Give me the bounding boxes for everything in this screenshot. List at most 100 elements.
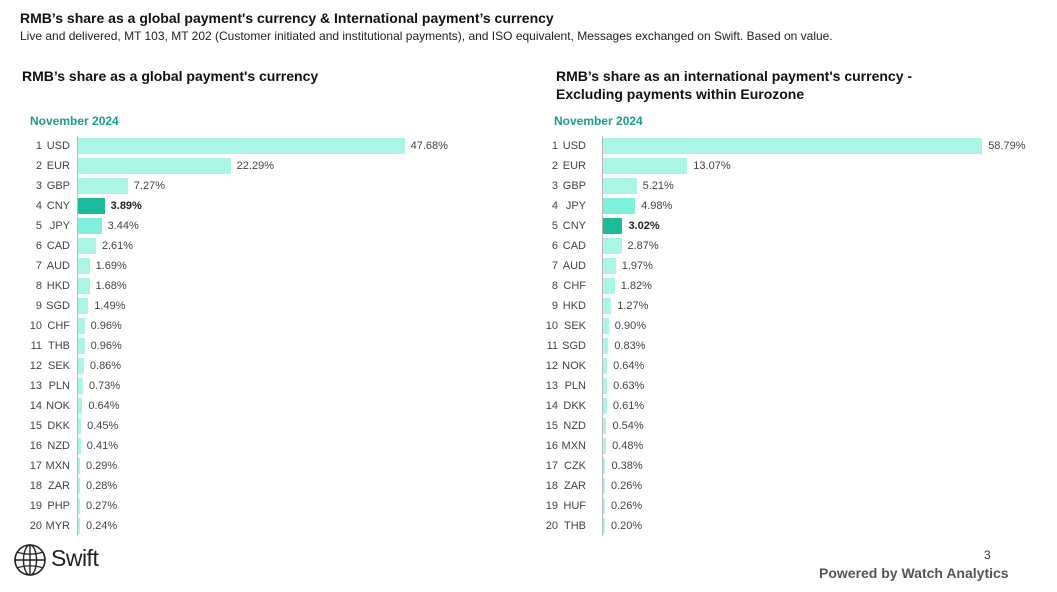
bar-myr [78,518,80,534]
rank-label: 12 [545,360,558,372]
rank-label: 2 [35,160,42,172]
bar-chart-international: 1 USD 58.79% 2 EUR 13.07% 3 GBP 5.21% 4 JPY 4.98% 5 C… [540,136,1050,536]
currency-label: JPY [49,220,70,232]
value-label: 5.21% [642,180,674,192]
value-label: 3.89% [110,200,142,212]
rank-label: 11 [30,340,42,352]
rank-label: 5 [35,220,42,232]
logo-text: Swift [51,545,99,571]
currency-label: SGD [46,300,70,312]
bar-cny [78,198,105,214]
bar-row: 3 GBP 5.21% [540,176,1050,196]
axis-line [602,136,603,536]
bar-row: 4 CNY 3.89% [24,196,494,216]
bar-row: 12 NOK 0.64% [540,356,1050,376]
value-label: 0.54% [612,420,644,432]
value-label: 0.20% [611,520,643,532]
currency-label: GBP [562,180,586,192]
currency-label: USD [562,140,586,152]
bar-row: 2 EUR 13.07% [540,156,1050,176]
bar-row: 13 PLN 0.73% [24,376,494,396]
bar-row: 14 DKK 0.61% [540,396,1050,416]
value-label: 0.61% [612,400,645,412]
rank-label: 14 [545,400,558,412]
bar-row: 19 PHP 0.27% [24,496,494,516]
bar-row: 12 SEK 0.86% [24,356,494,376]
rank-label: 3 [35,180,42,192]
currency-label: HKD [562,300,586,312]
currency-label: SEK [47,360,70,372]
rank-label: 3 [551,180,558,192]
bar-cad [603,238,622,254]
rank-label: 7 [35,260,42,272]
bar-php [78,498,80,514]
currency-label: PLN [564,380,586,392]
currency-label: DKK [47,420,70,432]
page-number: 3 [984,548,991,562]
currency-label: CHF [47,320,70,332]
value-label: 0.73% [89,380,121,392]
rank-label: 19 [29,500,42,512]
rank-label: 11 [546,340,558,352]
value-label: 0.41% [86,440,118,452]
currency-label: GBP [46,180,70,192]
rank-label: 8 [551,280,558,292]
bar-usd [78,138,405,154]
page-subtitle: Live and delivered, MT 103, MT 202 (Cust… [20,29,833,43]
bar-row: 16 NZD 0.41% [24,436,494,456]
value-label: 0.83% [614,340,646,352]
bar-jpy [78,218,102,234]
bar-dkk [78,418,82,434]
bar-eur [603,158,688,174]
bar-row: 9 HKD 1.27% [540,296,1050,316]
chart-title-line: RMB’s share as a global payment's curren… [22,68,319,84]
currency-label: NOK [46,400,70,412]
rank-label: 20 [29,520,42,532]
value-label: 47.68% [410,140,448,152]
value-label: 7.27% [133,180,165,192]
bar-row: 20 MYR 0.24% [24,516,494,536]
currency-label: CNY [46,200,70,212]
currency-label: MXN [45,460,70,472]
value-label: 58.79% [988,140,1026,152]
rank-label: 1 [551,140,558,152]
value-label: 3.02% [628,220,660,232]
bar-nzd [78,438,81,454]
bar-thb [78,338,85,354]
value-label: 1.49% [94,300,126,312]
bar-row: 18 ZAR 0.26% [540,476,1050,496]
bar-row: 11 SGD 0.83% [540,336,1050,356]
rank-label: 13 [545,380,558,392]
powered-by: Powered by Watch Analytics [819,565,1009,581]
currency-label: CAD [46,240,70,252]
rank-label: 4 [35,200,42,212]
rank-label: 10 [545,320,558,332]
bar-pln [78,378,83,394]
rank-label: 9 [551,300,558,312]
rank-label: 7 [551,260,558,272]
rank-label: 13 [29,380,42,392]
bar-hkd [78,278,90,294]
bar-cad [78,238,96,254]
currency-label: NOK [562,360,586,372]
bar-row: 20 THB 0.20% [540,516,1050,536]
bar-row: 16 MXN 0.48% [540,436,1050,456]
bar-row: 1 USD 47.68% [24,136,494,156]
value-label: 0.45% [87,420,119,432]
page-title: RMB’s share as a global payment's curren… [20,10,554,26]
rank-label: 17 [29,460,42,472]
rank-label: 1 [35,140,42,152]
rank-label: 6 [551,240,558,252]
value-label: 1.69% [95,260,127,272]
value-label: 0.27% [86,500,118,512]
bar-jpy [603,198,636,214]
currency-label: CZK [564,460,586,472]
bar-dkk [603,398,607,414]
value-label: 0.96% [90,340,122,352]
currency-label: JPY [565,200,586,212]
bar-row: 1 USD 58.79% [540,136,1050,156]
currency-label: NZD [563,420,586,432]
currency-label: ZAR [564,480,586,492]
currency-label: SGD [562,340,586,352]
bar-sek [78,358,84,374]
